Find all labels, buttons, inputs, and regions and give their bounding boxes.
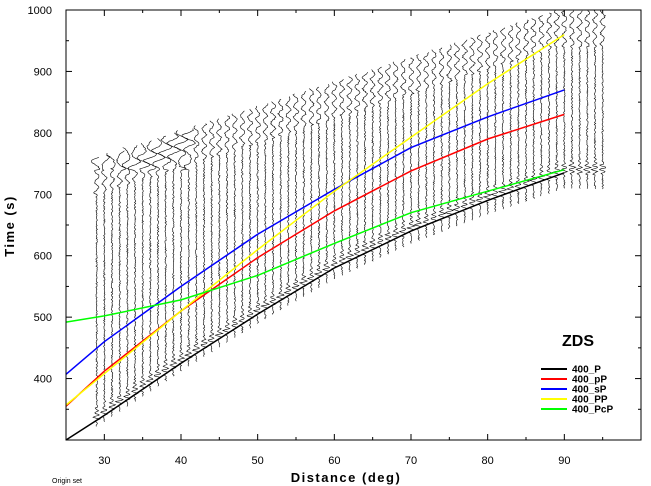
trace-43 xyxy=(200,123,208,357)
trace-37 xyxy=(151,138,166,387)
legend-label: 400_sP xyxy=(572,385,607,396)
trace-78 xyxy=(468,37,476,221)
trace-59 xyxy=(321,84,331,284)
legend-label: 400_P xyxy=(572,365,601,376)
trace-65 xyxy=(369,69,378,262)
trace-93 xyxy=(582,9,593,189)
trace-83 xyxy=(506,24,515,207)
trace-79 xyxy=(476,34,484,218)
trace-38 xyxy=(157,135,173,382)
trace-46 xyxy=(221,115,231,343)
legend-label: 400_PP xyxy=(572,395,608,406)
trace-92 xyxy=(575,10,584,189)
trace-86 xyxy=(528,18,538,199)
y-tick-label: 700 xyxy=(34,189,52,201)
trace-33 xyxy=(121,147,131,407)
trace-35 xyxy=(136,142,151,397)
trace-42 xyxy=(192,125,200,362)
trace-61 xyxy=(338,78,347,276)
trace-47 xyxy=(231,113,239,338)
trace-73 xyxy=(430,49,437,236)
seismogram-traces xyxy=(91,9,607,427)
trace-41 xyxy=(181,128,196,367)
legend-label: 400_pP xyxy=(572,375,607,386)
curve-400-p xyxy=(65,172,565,441)
phase-curves xyxy=(65,33,565,441)
y-tick-label: 800 xyxy=(34,128,52,140)
axis-ticks: 30 40 50 60 70 80 90 400 500 600 700 800 900 1000 xyxy=(28,5,642,467)
curve-400-pp xyxy=(65,113,565,407)
trace-76 xyxy=(452,42,461,227)
trace-57 xyxy=(306,88,315,293)
trace-39 xyxy=(166,132,182,377)
trace-48 xyxy=(238,110,246,334)
y-tick-label: 400 xyxy=(34,374,52,386)
trace-74 xyxy=(437,47,447,233)
trace-75 xyxy=(444,44,455,230)
trace-82 xyxy=(498,27,507,210)
trace-87 xyxy=(537,15,546,197)
trace-80 xyxy=(482,32,492,215)
trace-55 xyxy=(291,93,300,302)
x-tick-label: 90 xyxy=(558,455,570,467)
trace-56 xyxy=(298,91,308,297)
station-label: ZDS xyxy=(562,333,594,350)
y-tick-label: 500 xyxy=(34,312,52,324)
trace-50 xyxy=(252,105,261,324)
trace-90 xyxy=(561,10,569,189)
trace-84 xyxy=(514,22,522,204)
x-tick-label: 80 xyxy=(482,455,494,467)
trace-77 xyxy=(460,39,468,224)
x-axis-label: Distance (deg) xyxy=(291,470,402,485)
trace-88 xyxy=(544,12,553,194)
trace-91 xyxy=(568,10,577,189)
trace-45 xyxy=(214,118,224,348)
x-tick-label: 60 xyxy=(328,455,340,467)
trace-52 xyxy=(269,101,277,315)
x-tick-label: 40 xyxy=(175,455,187,467)
trace-60 xyxy=(330,81,339,280)
legend-label: 400_PcP xyxy=(572,405,613,416)
x-tick-label: 70 xyxy=(405,455,417,467)
trace-64 xyxy=(360,72,370,265)
trace-32 xyxy=(114,150,126,412)
trace-85 xyxy=(522,19,531,202)
origin-footnote: Origin set xyxy=(52,478,82,485)
curve-400-pp xyxy=(65,33,565,406)
trace-62 xyxy=(345,76,355,273)
y-tick-label: 600 xyxy=(34,251,52,263)
x-tick-label: 30 xyxy=(98,455,110,467)
trace-94 xyxy=(590,9,599,190)
trace-31 xyxy=(106,152,117,417)
trace-34 xyxy=(127,145,142,402)
trace-30 xyxy=(100,155,111,422)
trace-54 xyxy=(283,96,293,306)
trace-95 xyxy=(598,10,607,190)
x-tick-label: 50 xyxy=(252,455,264,467)
curve-400-pcp xyxy=(65,168,565,323)
y-tick-label: 1000 xyxy=(28,5,52,17)
trace-40 xyxy=(174,130,189,372)
trace-53 xyxy=(275,98,285,311)
y-tick-label: 900 xyxy=(34,66,52,78)
trace-63 xyxy=(353,73,361,269)
y-axis-label: Time (s) xyxy=(2,195,17,257)
trace-58 xyxy=(313,86,324,288)
trace-81 xyxy=(490,30,499,212)
trace-89 xyxy=(551,10,561,191)
trace-44 xyxy=(207,120,216,353)
curve-400-sp xyxy=(65,89,565,375)
trace-49 xyxy=(246,108,254,329)
trace-72 xyxy=(422,52,430,238)
trace-29 xyxy=(91,157,101,427)
trace-51 xyxy=(260,103,271,320)
trace-36 xyxy=(143,140,157,392)
